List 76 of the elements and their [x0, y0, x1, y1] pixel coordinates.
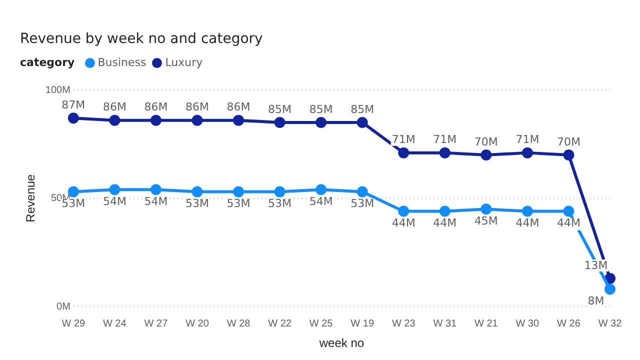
- data-label: 86M: [102, 100, 126, 114]
- x-tick-label: W 31: [433, 318, 458, 330]
- point: [604, 284, 616, 295]
- point: [233, 114, 244, 126]
- data-label: 44M: [392, 216, 416, 230]
- y-axis-title: Revenue: [24, 174, 38, 222]
- y-tick-label: 0M: [56, 301, 70, 312]
- x-tick-label: W 26: [557, 318, 581, 330]
- data-label: 86M: [144, 100, 168, 114]
- x-tick-label: W 23: [392, 318, 416, 330]
- x-tick-label: W 24: [103, 318, 127, 330]
- data-label: 85M: [350, 102, 374, 116]
- point: [316, 116, 327, 128]
- data-label: 70M: [556, 135, 580, 148]
- point: [480, 149, 492, 160]
- data-label: 70M: [474, 135, 498, 148]
- chart-title: Revenue by week no and category: [20, 31, 263, 47]
- point: [398, 206, 410, 217]
- point: [192, 114, 203, 126]
- data-label: 45M: [474, 214, 498, 228]
- point: [316, 184, 327, 196]
- data-label: 71M: [392, 133, 416, 146]
- x-tick-label: W 28: [226, 318, 251, 330]
- x-tick-label: W 19: [350, 318, 374, 330]
- point: [192, 186, 203, 198]
- point: [274, 116, 286, 128]
- data-label: 53M: [268, 197, 292, 210]
- x-tick-label: W 30: [516, 318, 540, 330]
- point: [356, 186, 368, 198]
- data-label: 86M: [226, 100, 250, 114]
- data-label: 44M: [556, 216, 580, 230]
- point: [109, 184, 120, 196]
- legend-label: Business: [98, 56, 146, 69]
- point: [522, 147, 533, 158]
- point: [563, 206, 574, 217]
- point: [274, 186, 286, 198]
- x-tick-label: W 21: [474, 318, 498, 330]
- data-label: 8M: [588, 294, 604, 308]
- legend-title: category: [20, 56, 75, 69]
- point: [522, 206, 533, 217]
- data-label: 71M: [433, 133, 457, 146]
- point: [109, 114, 120, 126]
- data-label: 53M: [185, 197, 209, 210]
- x-axis-title: week no: [318, 336, 364, 350]
- data-label: 53M: [226, 197, 250, 210]
- data-label: 13M: [584, 258, 608, 272]
- y-tick-label: 100M: [45, 84, 70, 96]
- x-tick-label: W 32: [598, 318, 622, 330]
- point: [68, 112, 79, 124]
- point: [398, 147, 410, 158]
- point: [150, 184, 162, 196]
- data-label: 86M: [185, 100, 209, 114]
- data-label: 44M: [433, 216, 457, 230]
- x-tick-label: W 22: [268, 318, 292, 330]
- x-tick-label: W 29: [62, 318, 86, 330]
- point: [150, 114, 162, 126]
- data-label: 85M: [268, 102, 292, 116]
- x-tick-label: W 27: [144, 318, 168, 330]
- data-label: 87M: [62, 98, 86, 112]
- x-tick-label: W 25: [309, 318, 334, 330]
- data-label: 44M: [516, 216, 540, 230]
- point: [439, 206, 450, 217]
- data-label: 54M: [144, 194, 168, 208]
- point: [563, 149, 574, 160]
- point: [439, 147, 450, 158]
- point: [233, 186, 244, 198]
- x-tick-label: W 20: [186, 318, 210, 330]
- data-label: 53M: [350, 197, 374, 210]
- data-label: 71M: [516, 133, 540, 146]
- point: [604, 272, 616, 284]
- data-label: 54M: [102, 194, 126, 208]
- point: [356, 116, 368, 128]
- data-label: 85M: [309, 102, 333, 116]
- point: [480, 204, 492, 215]
- legend-label: Luxury: [165, 56, 203, 69]
- data-label: 54M: [309, 194, 333, 208]
